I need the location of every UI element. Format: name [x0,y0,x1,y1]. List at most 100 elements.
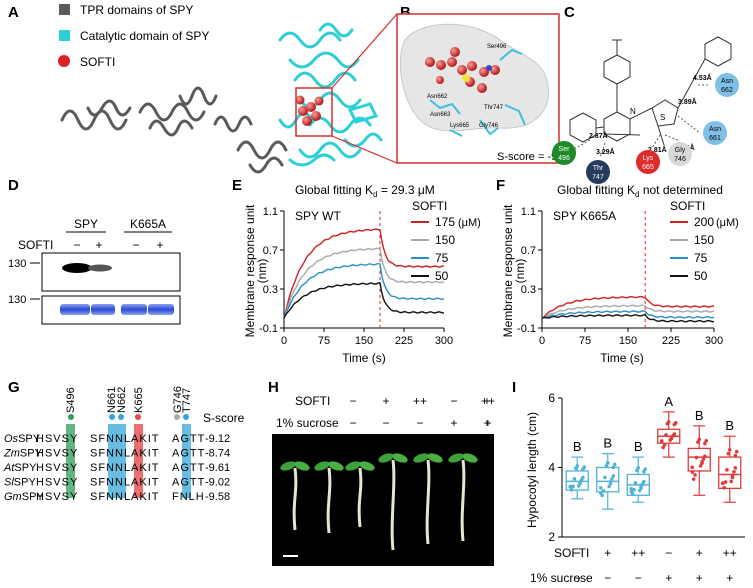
residue-bubble-asn661: Asn 661 [703,121,727,145]
western-blot: SPY K665A SOFTI − + − + 130 130 [8,217,181,325]
legend-value-75: 75 [694,251,708,265]
h-row-sucrose: 1% sucrose [276,416,339,430]
box-6 [718,456,742,490]
data-point [665,421,670,426]
seq-block-3: AGTT [172,477,205,489]
site-label-t747: T747 [181,388,193,413]
legend-value-150: 150 [694,233,714,247]
data-point [600,493,604,498]
binding-curve-50 [541,314,715,323]
lane-header-spy: SPY [74,217,98,231]
lane-header-k665a: K665A [130,217,166,231]
y-tick-label: -0.1 [259,323,278,335]
i-row-softi: SOFTI [554,546,589,560]
seedling-hypocotyl [460,459,466,542]
sig-letter: B [634,439,643,454]
x-tick-label: 75 [579,335,591,347]
data-point [576,484,581,488]
chart-f-legend-unit: (μM) [716,217,739,229]
row-label-softi: SOFTI [18,238,53,252]
data-point [662,443,667,447]
chart-e-legend-unit: (μM) [458,217,481,229]
data-point [632,487,636,492]
seedling-cotyledon [392,453,408,463]
chart-e-xlabel: Time (s) [342,351,386,365]
marker-130-top: 130 [8,258,26,270]
panel-label-a: A [8,4,19,21]
svg-text:662: 662 [721,87,733,94]
residue-bubble-ser496: Ser 496 [552,141,576,165]
legend-label-catalytic: Catalytic domain of SPY [80,29,209,43]
svg-text:+: + [156,238,163,252]
seedling-cotyledon [378,453,394,463]
seq-block-3: AGTT [172,448,205,460]
svg-text:S: S [660,113,665,122]
dist-5: 3.89Å [678,97,697,106]
data-point [629,490,634,494]
sig-letter: B [695,408,704,423]
seedling-hypocotyl [292,467,298,531]
seedling-hypocotyl [390,459,396,551]
chart-e-legend-title: SOFTI [412,199,447,213]
data-point [605,461,610,465]
seedling-cotyledon [314,461,330,471]
legend-value-75: 75 [435,251,449,265]
binding-pocket-view: Ser496 Asn662 Asn663 Lys665 Thr747 Gly74… [396,13,573,164]
residue-bubble-thr747: Thr 747 [586,160,610,184]
site-label-g746: G746 [172,386,184,413]
data-point [733,453,738,458]
data-point [598,486,603,490]
i-sucrose-sign: + [665,571,672,585]
x-tick-label: 0 [539,335,545,347]
data-point [704,438,709,443]
dist-2: 3.29Å [596,147,615,156]
seedling-cotyledon [294,461,310,471]
residue-thr747: Thr747 [484,105,504,111]
chart-e-inner-label: SPY WT [295,209,341,223]
legend-value-150: 150 [435,233,455,247]
data-point [664,433,668,437]
data-point [725,468,729,472]
binding-curve-75 [283,262,445,318]
i-softi-sign: − [574,546,581,560]
seq-block-2: SFNNLAKIT [90,462,160,474]
data-point [571,484,575,489]
species-name: OsSPY [4,433,41,445]
data-point [690,470,695,474]
h-softi-sign: ++ [481,394,495,408]
chart-i: Hypocotyl length (cm) SOFTI 1% sucrose 2… [525,391,745,585]
i-sucrose-sign: − [574,571,581,585]
i-sucrose-sign: + [726,571,733,585]
data-point [629,486,634,491]
svg-text:665: 665 [642,164,654,171]
x-tick-label: 0 [281,335,287,347]
sscore-value: -8.74 [205,448,230,460]
x-tick-label: 150 [619,335,637,347]
h-softi-sign: − [349,394,356,408]
seedling-photo-panel: SOFTI 1% sucrose − + ++ − +++− − − + ++ [272,394,495,566]
h-sucrose-sign: − [382,416,389,430]
panel-label-i: I [512,379,516,396]
chart-f-inner-label: SPY K665A [553,209,616,223]
data-point [723,480,728,484]
seq-block-2: SFNNLAKIT [90,477,160,489]
panel-label-d: D [8,177,19,194]
seedling-hypocotyl [326,467,332,534]
h-softi-sign: + [483,394,490,408]
chart-f-ylabel: Membrane response unit [501,204,515,337]
panel-label-g: G [8,379,20,396]
seq-block-1: HSVSY [36,433,78,445]
site-label-n661: N661 [106,387,118,413]
i-softi-sign: ++ [723,546,737,560]
data-point [611,465,616,470]
data-point [696,440,700,444]
data-point [578,480,582,485]
binding-curve-150 [283,247,445,319]
data-point [603,475,607,480]
legend-swatch-catalytic [59,30,70,41]
y-tick-label: 1.1 [521,206,536,218]
svg-text:747: 747 [592,174,604,181]
data-point [729,479,733,484]
site-label-k665: K665 [133,387,145,413]
